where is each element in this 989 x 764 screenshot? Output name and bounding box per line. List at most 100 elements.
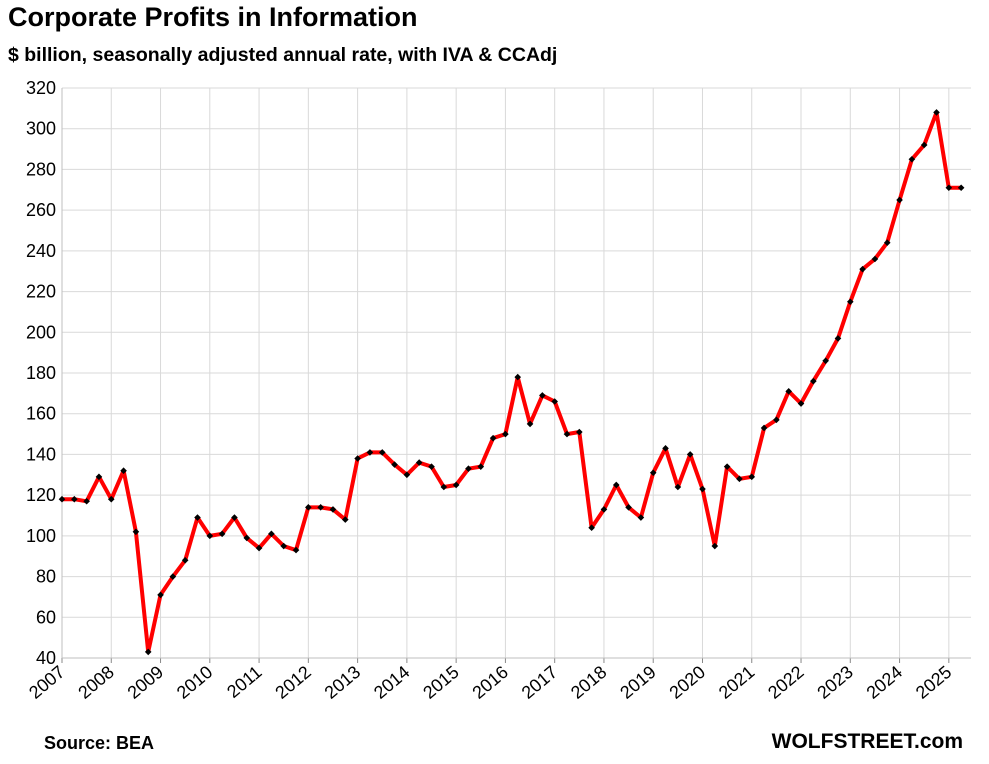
data-point [773,416,780,424]
source-note: Source: BEA [44,733,155,753]
data-point [723,463,731,470]
data-point [305,504,312,511]
x-tick-label: 2018 [567,662,611,703]
y-tick-label: 300 [26,119,56,139]
data-point [218,530,226,538]
x-tick-label: 2017 [518,662,562,703]
y-tick-label: 240 [26,241,56,261]
data-point [834,335,842,342]
y-tick-label: 160 [26,404,56,424]
data-point [514,373,522,381]
data-point [477,463,485,470]
x-tick-label: 2019 [616,662,660,703]
y-tick-label: 120 [26,485,56,505]
chart-subtitle: $ billion, seasonally adjusted annual ra… [8,44,558,66]
data-point [748,473,756,481]
data-point [883,239,891,247]
data-point [846,298,854,306]
data-point [526,420,534,428]
data-point [699,485,706,493]
y-tick-label: 140 [26,444,56,464]
data-point [908,155,916,163]
data-point [452,481,460,489]
y-tick-label: 100 [26,526,56,546]
data-point [428,463,435,470]
data-point [378,449,386,456]
data-point [797,400,805,407]
series-line [60,110,964,654]
data-point [231,514,238,521]
brand-watermark: WOLFSTREET.com [771,730,963,753]
data-point [169,573,177,580]
x-tick-label: 2009 [124,662,168,703]
data-point [563,430,571,438]
data-point [760,424,768,432]
data-point [920,141,928,149]
x-tick-label: 2023 [813,662,857,703]
data-point [206,532,214,540]
data-point [539,392,546,399]
y-tick-label: 80 [36,567,56,587]
data-point [686,451,694,458]
data-point [255,544,263,552]
y-tick-label: 320 [26,78,56,98]
data-point [292,546,300,554]
data-point [489,434,497,442]
y-tick-label: 40 [36,648,56,668]
data-point [268,530,275,538]
data-point [674,483,682,491]
data-point [957,184,965,192]
x-tick-label: 2012 [271,662,315,703]
data-point [859,265,866,273]
data-point [181,556,189,564]
data-point [625,504,632,511]
data-point [896,196,903,204]
data-point [649,469,657,477]
data-point [576,428,583,436]
data-point [280,542,288,550]
data-point [329,506,337,513]
y-tick-label: 60 [36,607,56,627]
data-point [612,481,620,489]
data-point [440,483,448,491]
x-tick-label: 2008 [74,662,118,703]
data-point [107,495,115,503]
data-point [736,475,743,483]
data-point [132,528,140,536]
x-tick-label: 2015 [419,662,463,703]
data-point [945,184,953,192]
x-tick-label: 2013 [321,662,365,703]
data-point [391,461,398,468]
data-point [243,534,251,542]
data-point [465,465,472,472]
x-tick-label: 2025 [912,662,956,703]
y-tick-label: 180 [26,363,56,383]
data-point [95,473,103,481]
data-point [354,455,361,462]
data-point [341,516,349,523]
data-point [822,357,829,365]
data-point [933,109,940,116]
data-point [662,445,669,452]
data-point [317,504,324,511]
x-tick-label: 2016 [468,662,512,703]
data-point [415,459,423,466]
data-point [144,648,152,656]
data-point [120,467,127,475]
data-point [810,377,817,385]
data-point [711,542,719,550]
x-tick-label: 2024 [863,662,907,703]
data-point [157,591,164,599]
x-tick-label: 2014 [370,662,414,703]
data-point [194,514,201,521]
data-point [71,495,78,503]
x-tick-label: 2010 [173,662,217,703]
y-tick-label: 280 [26,159,56,179]
data-point [83,497,90,505]
y-tick-label: 200 [26,322,56,342]
data-point [58,495,66,503]
data-point [785,388,793,395]
data-point [403,471,411,479]
data-point [588,524,595,532]
